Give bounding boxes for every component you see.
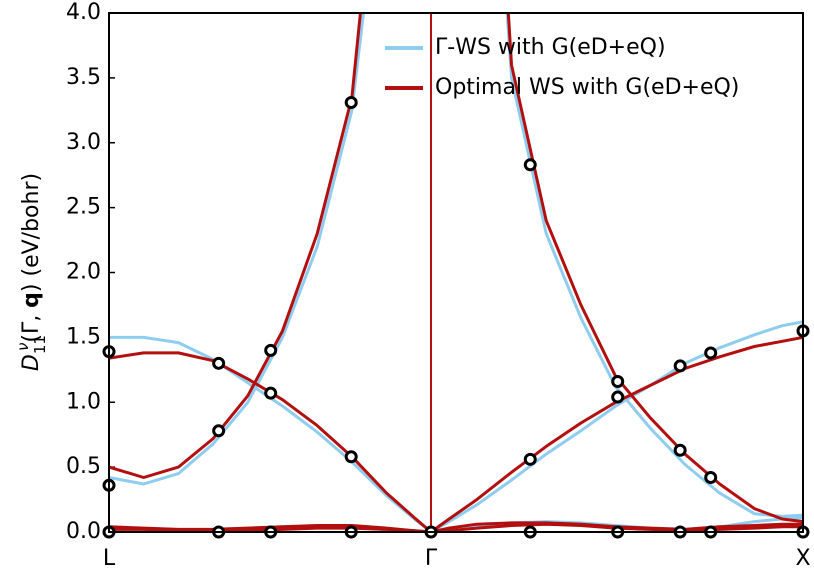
legend-label: Γ-WS with G(eD+eQ)	[435, 35, 666, 60]
data-point	[212, 356, 226, 370]
data-point	[344, 450, 358, 464]
y-tick-label: 0.5	[66, 454, 101, 479]
branch-line	[109, 320, 803, 532]
data-point	[673, 443, 687, 457]
y-label-open: (Γ,	[19, 308, 44, 343]
y-tick-label: 3.0	[66, 130, 101, 155]
y-label-subscript: 11	[31, 335, 49, 354]
x-tick-label: Γ	[425, 546, 438, 571]
y-tick-label: 2.5	[66, 195, 101, 220]
y-tick-label: 3.5	[66, 65, 101, 90]
data-point	[264, 343, 278, 357]
data-point	[212, 424, 226, 438]
y-label-bold: q	[19, 292, 44, 308]
data-point	[611, 390, 625, 404]
y-tick-label: 1.5	[66, 324, 101, 349]
branch-line	[109, 13, 803, 518]
y-label-superscript: ν	[14, 343, 32, 351]
branch-line	[109, 521, 803, 532]
y-tick-label: 2.0	[66, 260, 101, 285]
y-tick-label: 0.0	[66, 519, 101, 544]
legend-label: Optimal WS with G(eD+eQ)	[435, 75, 739, 100]
data-point	[523, 452, 537, 466]
branch-line	[109, 335, 803, 532]
data-point	[704, 471, 718, 485]
branch-line	[109, 13, 803, 524]
x-tick-label: X	[795, 546, 810, 571]
y-tick-label: 1.0	[66, 389, 101, 414]
plot-lines	[109, 13, 803, 532]
data-point	[673, 359, 687, 373]
y-axis-label: D11ν(Γ, q) (eV/bohr)	[14, 173, 49, 371]
data-point	[704, 346, 718, 360]
data-point	[611, 374, 625, 388]
y-label-close: ) (eV/bohr)	[19, 173, 44, 292]
branch-line	[109, 522, 803, 532]
data-point	[264, 386, 278, 400]
data-point	[523, 158, 537, 172]
data-point	[344, 96, 358, 110]
y-tick-label: 4.0	[66, 0, 101, 25]
y-label-symbol: D	[19, 354, 44, 371]
plot-frame	[108, 12, 804, 533]
x-tick-label: L	[103, 546, 116, 571]
